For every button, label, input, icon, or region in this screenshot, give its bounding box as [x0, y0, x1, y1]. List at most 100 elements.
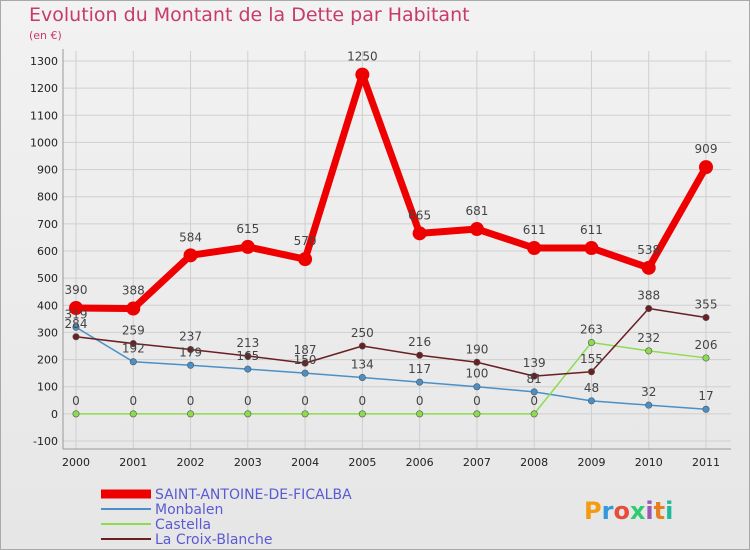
data-point [129, 358, 137, 366]
data-label: 165 [236, 349, 259, 363]
legend-label: La Croix-Blanche [155, 532, 272, 548]
data-point [358, 342, 366, 350]
x-tick-label: 2011 [692, 456, 720, 469]
logo-letter: r [602, 497, 614, 525]
data-label: 0 [359, 394, 367, 408]
y-tick-label: 500 [37, 272, 58, 285]
data-point [298, 252, 313, 267]
data-point [473, 383, 481, 391]
data-label: 319 [65, 307, 88, 321]
y-tick-label: 300 [37, 326, 58, 339]
data-point [416, 378, 424, 386]
data-point [301, 410, 309, 418]
data-label: 0 [187, 394, 195, 408]
data-label: 1250 [347, 50, 378, 64]
data-label: 259 [122, 324, 145, 338]
data-point [72, 333, 80, 341]
data-point [641, 260, 656, 275]
data-label: 0 [530, 394, 538, 408]
data-point [530, 410, 538, 418]
data-point [126, 301, 141, 316]
data-label: 0 [129, 394, 137, 408]
y-tick-label: 400 [37, 299, 58, 312]
data-point [129, 340, 137, 348]
y-tick-label: 1100 [30, 109, 58, 122]
data-point [473, 358, 481, 366]
data-label: 611 [523, 223, 546, 237]
logo-letter: o [613, 497, 630, 525]
series-line [75, 307, 707, 377]
legend: SAINT-ANTOINE-DE-FICALBAMonbalenCastella… [101, 487, 352, 548]
data-point [702, 405, 710, 413]
data-labels: 319 192 179 165 150 134 117 100 81 48 32 17 0 0 0 0 0 0 0 0… [65, 50, 718, 408]
logo-letter: i [645, 497, 653, 525]
data-label: 213 [236, 336, 259, 350]
x-tick-label: 2000 [62, 456, 90, 469]
data-label: 81 [527, 372, 542, 386]
proxiti-logo-text: Proxiti [584, 497, 673, 525]
data-point [69, 301, 83, 315]
logo-letter: i [665, 497, 673, 525]
x-tick-label: 2005 [348, 456, 376, 469]
chart-title: Evolution du Montant de la Dette par Hab… [29, 4, 470, 26]
data-label: 0 [301, 394, 309, 408]
axes: -100010020030040050060070080090010001100… [30, 49, 731, 469]
data-point [187, 361, 195, 369]
series-line [76, 341, 707, 415]
data-label: 250 [351, 326, 374, 340]
data-point [530, 388, 538, 396]
y-tick-label: 1200 [30, 82, 58, 95]
data-point [473, 410, 481, 418]
data-label: 155 [580, 352, 603, 366]
data-point [416, 410, 424, 418]
data-label: 117 [408, 362, 431, 376]
data-label: 187 [294, 343, 317, 357]
data-label: 0 [416, 394, 424, 408]
data-label: 32 [641, 385, 656, 399]
data-label: 584 [179, 230, 202, 244]
data-point [699, 160, 713, 175]
grid [63, 51, 731, 449]
data-point [244, 352, 252, 360]
data-label: 192 [122, 342, 145, 356]
data-point [244, 365, 252, 373]
data-label: 100 [465, 367, 488, 381]
data-label: 179 [179, 345, 202, 359]
data-label: 355 [695, 298, 718, 312]
y-tick-label: -100 [33, 435, 58, 448]
data-point [645, 347, 653, 355]
data-label: 0 [244, 394, 252, 408]
legend-label: Castella [155, 517, 211, 533]
data-point [358, 410, 366, 418]
data-label: 909 [695, 142, 718, 156]
data-label: 134 [351, 357, 374, 371]
logo-letter: t [654, 497, 665, 525]
legend-label: SAINT-ANTOINE-DE-FICALBA [155, 487, 352, 503]
data-label: 615 [236, 222, 259, 236]
y-tick-label: 100 [37, 381, 58, 394]
x-tick-label: 2010 [635, 456, 663, 469]
y-tick-label: 1300 [30, 55, 58, 68]
data-point [702, 354, 710, 362]
data-point [72, 410, 80, 418]
data-point [587, 338, 595, 346]
x-tick-label: 2003 [234, 456, 262, 469]
x-tick-label: 2001 [119, 456, 147, 469]
data-label: 390 [65, 283, 88, 297]
data-label: 190 [465, 342, 488, 356]
data-point [412, 226, 427, 241]
data-label: 570 [294, 234, 317, 248]
x-tick-label: 2009 [577, 456, 605, 469]
x-tick-label: 2007 [463, 456, 491, 469]
y-tick-label: 1000 [30, 136, 58, 149]
data-label: 665 [408, 208, 431, 222]
y-tick-label: 0 [51, 408, 58, 421]
data-point [645, 401, 653, 409]
series-line [75, 71, 710, 313]
data-point [527, 241, 542, 256]
data-point [72, 323, 80, 331]
data-point [530, 372, 538, 380]
data-label: 284 [65, 317, 88, 331]
